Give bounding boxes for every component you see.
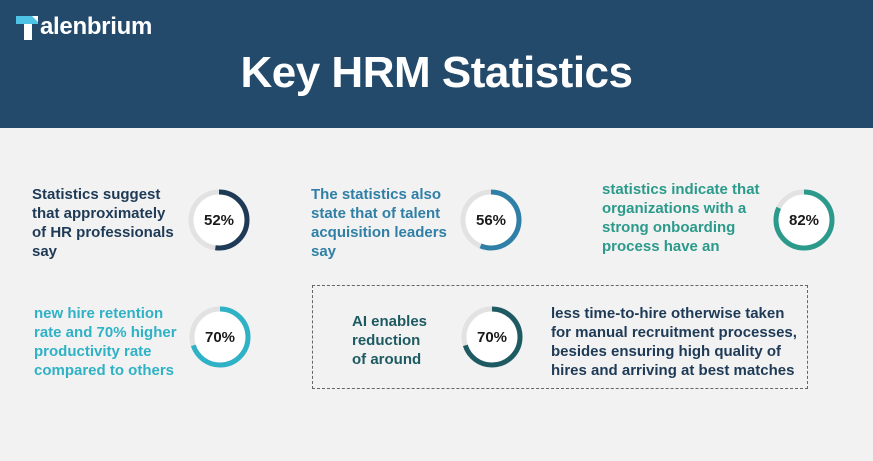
- stat-1-line-3: of HR professionals: [32, 224, 174, 241]
- ai-right-line-1: less time-to-hire otherwise taken: [551, 305, 785, 322]
- stat-2-line-1: The statistics also: [311, 186, 442, 203]
- ai-stat-box: [312, 285, 808, 389]
- stat-3-line-1: statistics indicate that: [602, 181, 760, 198]
- ai-right-line-2: for manual recruitment processes,: [551, 324, 797, 341]
- stat-1-line-4: say: [32, 243, 58, 260]
- ring-progress-arc: [189, 306, 251, 368]
- brand-logo[interactable]: alenbrium: [16, 12, 152, 42]
- ai-left-line-1: AI enables: [352, 313, 428, 330]
- ai-percent: 70%: [476, 328, 508, 346]
- ring-progress-arc: [460, 189, 522, 251]
- stat-3-text: statistics indicate that organizations w…: [602, 180, 760, 256]
- progress-ring-graphic: [188, 189, 250, 251]
- ring-progress-arc: [461, 306, 523, 368]
- ring-progress-arc: [773, 189, 835, 251]
- stat-2-line-2: state that of talent: [311, 205, 441, 222]
- stat-4-line-3: productivity rate: [34, 343, 152, 360]
- header-banner: alenbrium Key HRM Statistics: [0, 0, 873, 128]
- stat-1-text: Statistics suggest that approximately of…: [32, 185, 174, 261]
- stat-4-line-1: new hire retention: [34, 305, 164, 322]
- ai-right-line-3: besides ensuring high quality of: [551, 343, 782, 360]
- stat-3-line-4: process have an: [602, 238, 720, 255]
- stat-3-line-3: strong onboarding: [602, 219, 736, 236]
- ai-right-line-4: hires and arriving at best matches: [551, 362, 795, 379]
- stat-2-percent: 56%: [475, 211, 507, 229]
- ai-right-text: less time-to-hire otherwise taken for ma…: [551, 304, 797, 380]
- stat-1-line-2: that approximately: [32, 205, 166, 222]
- progress-ring-graphic: [460, 189, 522, 251]
- ai-left-line-2: reduction: [352, 332, 421, 349]
- progress-ring-graphic: [773, 189, 835, 251]
- stat-4-line-2: rate and 70% higher: [34, 324, 177, 341]
- brand-name: alenbrium: [40, 13, 152, 40]
- ai-left-line-3: of around: [352, 351, 422, 368]
- page-title: Key HRM Statistics: [240, 48, 633, 97]
- progress-ring-graphic: [189, 306, 251, 368]
- stat-4-text: new hire retention rate and 70% higher p…: [34, 304, 177, 380]
- ai-left-text: AI enables reduction of around: [352, 312, 427, 369]
- ring-progress-arc: [188, 189, 250, 251]
- stat-3-line-2: organizations with a: [602, 200, 747, 217]
- talenbrium-logo-icon: [16, 16, 38, 40]
- stat-2-line-3: acquisition leaders: [311, 224, 447, 241]
- stat-4-percent: 70%: [204, 328, 236, 346]
- ai-ring: 70%: [459, 304, 525, 370]
- stat-4-ring: 70%: [187, 304, 253, 370]
- stat-2-text: The statistics also state that of talent…: [311, 185, 447, 261]
- stat-3-ring: 82%: [771, 187, 837, 253]
- stat-4-line-4: compared to others: [34, 362, 175, 379]
- stat-3-percent: 82%: [788, 211, 820, 229]
- stat-2-line-4: say: [311, 243, 337, 260]
- stat-1-percent: 52%: [203, 211, 235, 229]
- stat-1-ring: 52%: [186, 187, 252, 253]
- progress-ring-graphic: [461, 306, 523, 368]
- stat-2-ring: 56%: [458, 187, 524, 253]
- stat-1-line-1: Statistics suggest: [32, 186, 161, 203]
